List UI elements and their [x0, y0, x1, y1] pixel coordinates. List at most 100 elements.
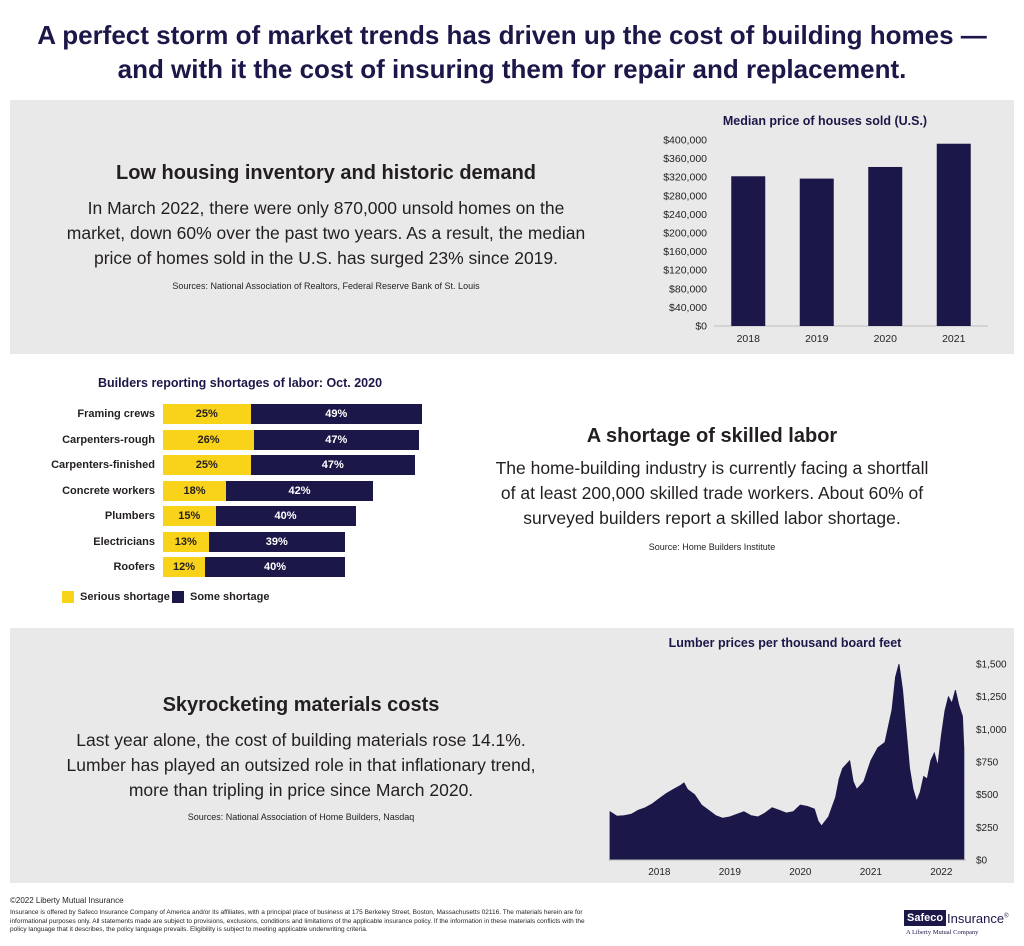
materials-title: Skyrocketing materials costs: [162, 694, 440, 716]
labor-chart-title: Builders reporting shortages of labor: O…: [97, 376, 383, 390]
median-price-chart-title: Median price of houses sold (U.S.): [722, 114, 928, 128]
safeco-logo: Safeco Insurance® A Liberty Mutual Compa…: [904, 910, 1016, 940]
headline-line-2: and with it the cost of insuring them fo…: [117, 54, 907, 84]
y-tick-label: $400,000: [663, 135, 707, 147]
x-tick-label: 2020: [789, 867, 812, 878]
labor-category-label: Concrete workers: [62, 484, 155, 497]
x-tick-label: 2021: [860, 867, 883, 878]
x-tick-label: 2018: [648, 867, 671, 878]
copyright: ©2022 Liberty Mutual Insurance: [10, 896, 124, 905]
labor-category-label: Electricians: [93, 535, 155, 548]
serious-shortage-segment: 26%: [163, 429, 254, 450]
housing-body-line: price of homes sold in the U.S. has surg…: [93, 248, 558, 268]
labor-body-line: The home-building industry is currently …: [495, 458, 929, 478]
lumber-chart-title: Lumber prices per thousand board feet: [668, 636, 902, 650]
serious-shortage-segment: 25%: [163, 455, 251, 475]
housing-body-line: In March 2022, there were only 870,000 u…: [87, 198, 565, 218]
some-shortage-segment: 39%: [208, 531, 345, 552]
housing-panel: Low housing inventory and historic deman…: [10, 100, 1014, 354]
logo-safeco-text: Safeco: [904, 910, 947, 926]
labor-bar: 26% 47%: [163, 429, 419, 450]
labor-row: Framing crews 25% 49%: [0, 404, 440, 424]
bar-2018: [731, 176, 766, 326]
some-shortage-segment: 47%: [250, 455, 415, 475]
labor-row: Carpenters-rough 26% 47%: [0, 429, 440, 450]
y-tick-label: $0: [695, 321, 707, 333]
lumber-area: [609, 663, 965, 861]
y-tick-label: $750: [976, 758, 999, 769]
materials-body-line: Lumber has played an outsized role in th…: [66, 755, 536, 775]
labor-body: The home-building industry is currently …: [452, 456, 972, 531]
labor-row: Carpenters-finished 25% 47%: [0, 455, 440, 475]
y-tick-label: $80,000: [669, 283, 707, 295]
y-tick-label: $250: [976, 823, 999, 834]
housing-source: Sources: National Association of Realtor…: [172, 281, 480, 291]
materials-body-line: more than tripling in price since March …: [128, 780, 474, 800]
labor-body-line: of at least 200,000 skilled trade worker…: [500, 483, 924, 503]
legend-some: Some shortage: [172, 591, 269, 603]
logo-trademark: ®: [1004, 913, 1009, 920]
some-shortage-segment: 49%: [250, 404, 422, 424]
x-tick-label: 2022: [930, 867, 953, 878]
y-tick-label: $320,000: [663, 172, 707, 184]
labor-category-label: Framing crews: [77, 408, 155, 420]
labor-title: A shortage of skilled labor: [586, 425, 838, 447]
page-headline: A perfect storm of market trends has dri…: [0, 18, 1024, 86]
x-tick-label: 2018: [737, 333, 761, 345]
lumber-price-chart: $0 $250 $500 $750 $1,000 $1,250 $1,500 2018 2019…: [609, 660, 1007, 878]
housing-body: In March 2022, there were only 870,000 u…: [36, 196, 616, 271]
labor-bar: 18% 42%: [163, 480, 373, 501]
labor-bar: 12% 40%: [163, 557, 345, 577]
y-tick-label: $40,000: [669, 302, 707, 314]
legend-swatch-serious: [62, 591, 74, 603]
logo-insurance-word: Insurance: [947, 911, 1005, 926]
y-tick-label: $240,000: [663, 209, 707, 221]
labor-category-label: Roofers: [113, 561, 155, 573]
labor-body-line: surveyed builders report a skilled labor…: [523, 508, 901, 528]
some-shortage-segment: 40%: [205, 557, 345, 577]
serious-shortage-segment: 12%: [163, 557, 205, 577]
legal-disclaimer: Insurance is offered by Safeco Insurance…: [10, 909, 585, 933]
x-tick-label: 2020: [874, 333, 898, 345]
housing-body-line: market, down 60% over the past two years…: [66, 223, 586, 243]
labor-chart: Framing crews 25% 49% Carpenters-rough 26% 47…: [0, 404, 440, 584]
labor-bar: 15% 40%: [163, 506, 356, 526]
legend-serious-label: Serious shortage: [80, 591, 170, 603]
labor-category-label: Carpenters-rough: [62, 433, 155, 446]
x-tick-label: 2021: [942, 333, 966, 345]
materials-body: Last year alone, the cost of building ma…: [26, 728, 576, 803]
legend-some-label: Some shortage: [190, 591, 270, 603]
x-tick-label: 2019: [719, 867, 742, 878]
labor-row: Roofers 12% 40%: [0, 557, 440, 577]
median-price-chart: $0 $40,000 $80,000 $120,000 $160,000 $200,000…: [663, 135, 988, 345]
labor-bar: 25% 47%: [163, 455, 415, 475]
labor-row: Plumbers 15% 40%: [0, 506, 440, 526]
serious-shortage-segment: 13%: [163, 531, 209, 552]
labor-row: Concrete workers 18% 42%: [0, 480, 440, 501]
bar-2019: [799, 178, 834, 326]
y-tick-label: $1,500: [976, 660, 1007, 671]
logo-subtitle: A Liberty Mutual Company: [906, 929, 979, 936]
bar-2021: [936, 143, 971, 326]
y-tick-label: $500: [976, 790, 999, 801]
serious-shortage-segment: 15%: [163, 506, 216, 526]
y-tick-label: $1,000: [976, 725, 1007, 736]
labor-bar: 13% 39%: [163, 531, 345, 552]
labor-source: Source: Home Builders Institute: [648, 542, 776, 552]
labor-bar: 25% 49%: [163, 404, 422, 424]
bar-2020: [868, 166, 903, 326]
headline-line-1: A perfect storm of market trends has dri…: [37, 20, 987, 50]
y-tick-label: $360,000: [663, 153, 707, 165]
y-tick-label: $160,000: [663, 246, 707, 258]
y-tick-label: $280,000: [663, 190, 707, 202]
labor-category-label: Carpenters-finished: [51, 459, 155, 471]
labor-category-label: Plumbers: [104, 510, 155, 522]
legend-serious: Serious shortage: [62, 591, 170, 603]
y-tick-label: $1,250: [976, 692, 1007, 703]
housing-title: Low housing inventory and historic deman…: [115, 162, 537, 184]
y-tick-label: $120,000: [663, 265, 707, 277]
some-shortage-segment: 40%: [215, 506, 356, 526]
x-tick-label: 2019: [805, 333, 829, 345]
y-tick-label: $0: [976, 856, 988, 867]
y-tick-label: $200,000: [663, 228, 707, 240]
